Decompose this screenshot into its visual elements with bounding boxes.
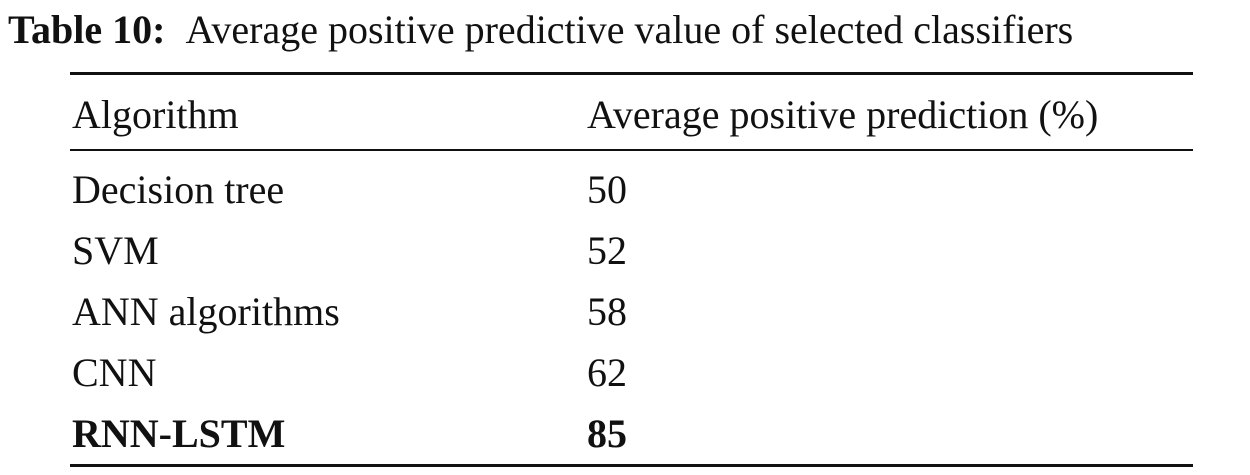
table-cell: Decision tree (72, 167, 285, 212)
top-rule (70, 72, 1193, 75)
table-cell: 50 (587, 167, 627, 212)
table-cell: 52 (587, 228, 627, 273)
table-cell: ANN algorithms (72, 289, 340, 334)
caption-text: Average positive predictive value of sel… (185, 7, 1074, 52)
header-cell: Average positive prediction (%) (587, 92, 1099, 137)
mid-rule (70, 149, 1193, 151)
header-cell: Algorithm (72, 92, 239, 137)
table-cell: RNN-LSTM (72, 411, 286, 456)
table-cell: 58 (587, 289, 627, 334)
table-cell: CNN (72, 350, 157, 395)
table-cell: SVM (72, 228, 159, 273)
table-caption: Table 10: Average positive predictive val… (8, 6, 1073, 53)
table-cell: 85 (587, 411, 627, 456)
bottom-rule (70, 464, 1193, 467)
table-cell: 62 (587, 350, 627, 395)
caption-label: Table 10: (8, 7, 166, 52)
